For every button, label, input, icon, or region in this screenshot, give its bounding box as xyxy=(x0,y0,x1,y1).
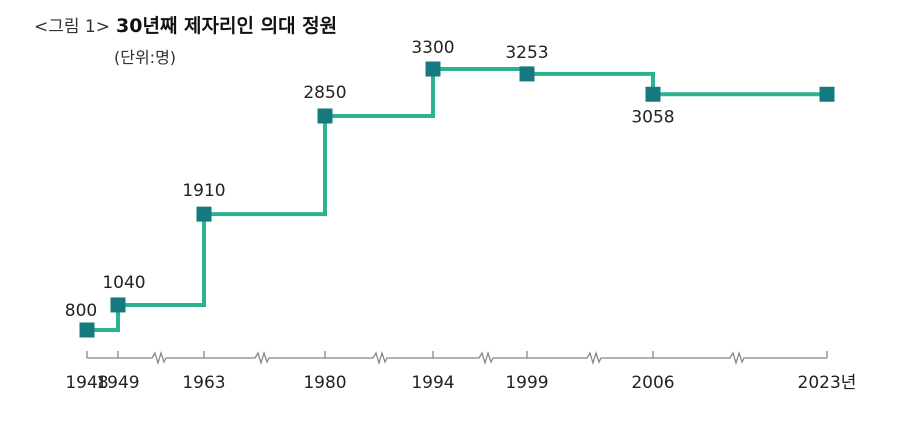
data-point-marker xyxy=(317,108,333,124)
x-tick-label: 1980 xyxy=(303,373,346,393)
chart-unit: (단위:명) xyxy=(114,48,177,67)
data-point-marker xyxy=(196,206,212,222)
x-tick-label: 1994 xyxy=(411,373,454,393)
x-tick-label: 2023년 xyxy=(798,373,857,393)
figure-number: <그림 1> xyxy=(34,17,110,37)
x-tick-label: 1963 xyxy=(182,373,225,393)
data-label: 1040 xyxy=(102,273,145,293)
data-label: 3300 xyxy=(411,38,454,58)
x-tick-label: 1948 xyxy=(65,373,108,393)
data-point-marker xyxy=(519,66,535,82)
data-label: 3253 xyxy=(505,43,548,63)
data-label: 800 xyxy=(65,301,97,321)
data-point-marker xyxy=(79,322,95,338)
chart-title-block: <그림 1> 30년째 제자리인 의대 정원 (단위:명) xyxy=(34,14,337,67)
chart-title: <그림 1> 30년째 제자리인 의대 정원 xyxy=(34,14,337,39)
data-point-marker xyxy=(645,86,661,102)
series-line xyxy=(87,67,827,332)
chart-title-text: 30년째 제자리인 의대 정원 xyxy=(116,15,338,37)
x-tick-label: 1999 xyxy=(505,373,548,393)
data-label: 3058 xyxy=(631,107,674,127)
data-label: 1910 xyxy=(182,181,225,201)
data-point-marker xyxy=(819,86,835,102)
marker-layer xyxy=(79,61,835,338)
data-point-marker xyxy=(110,297,126,313)
data-point-marker xyxy=(425,61,441,77)
x-tick-label: 2006 xyxy=(631,373,674,393)
x-tick-label: 1949 xyxy=(96,373,139,393)
x-axis-line xyxy=(87,350,827,366)
series-line-layer xyxy=(87,67,827,332)
data-label: 2850 xyxy=(303,83,346,103)
